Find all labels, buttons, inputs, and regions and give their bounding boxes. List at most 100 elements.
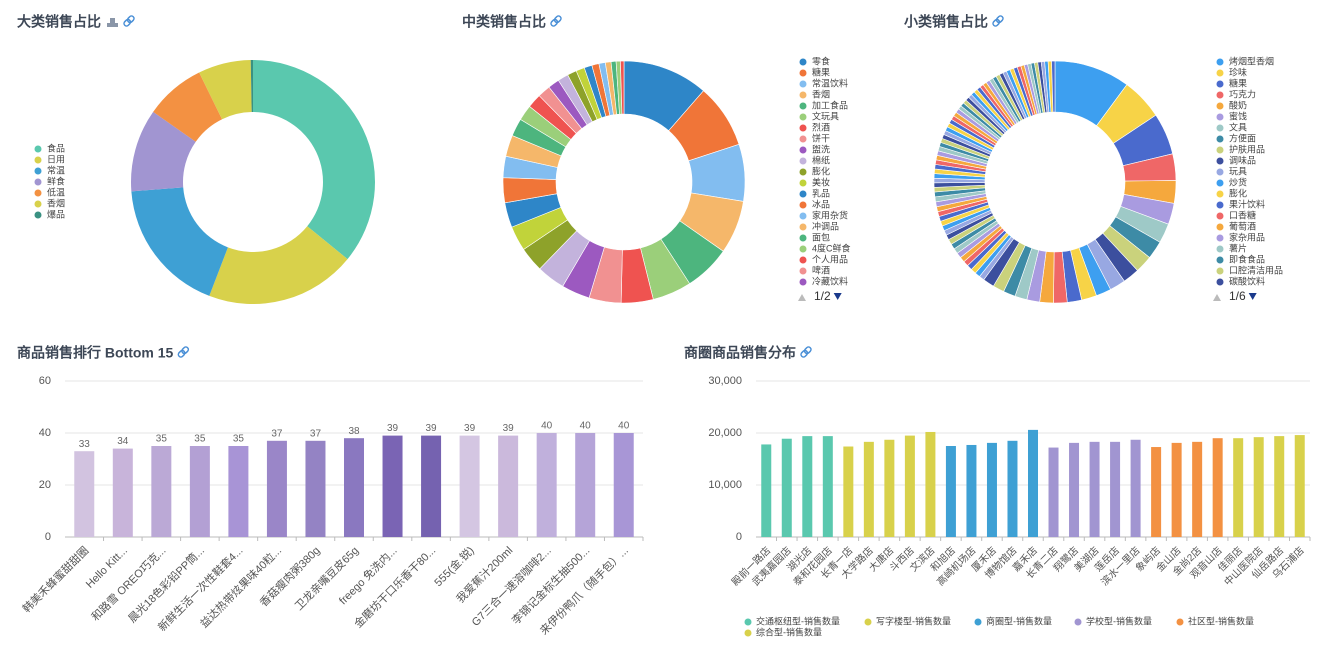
link-part xyxy=(995,15,1004,24)
legend-marker xyxy=(1216,179,1224,187)
bar xyxy=(1130,439,1141,537)
pie-slice xyxy=(199,60,252,120)
pie-slice xyxy=(131,187,228,296)
legend-label: 膨化 xyxy=(1229,187,1247,198)
legend-marker xyxy=(799,58,807,66)
data-label: 40 xyxy=(618,421,630,432)
y-tick-label: 0 xyxy=(45,531,51,543)
legend-marker xyxy=(1216,201,1224,209)
y-tick-label: 20,000 xyxy=(708,427,742,439)
chart-title: 大类销售占比 xyxy=(17,14,101,30)
bar xyxy=(266,440,287,537)
link-icon xyxy=(177,346,190,358)
link-part xyxy=(992,18,1001,27)
bar xyxy=(884,439,895,537)
bar xyxy=(904,435,915,537)
legend-marker xyxy=(799,69,807,77)
link-part xyxy=(177,349,186,358)
legend-marker xyxy=(799,212,807,220)
pager-prev xyxy=(798,294,806,301)
legend-marker xyxy=(34,156,42,164)
legend-marker xyxy=(799,234,807,242)
legend-marker xyxy=(1216,234,1224,242)
x-tick-label: 卫龙亲嘴豆皮65g xyxy=(292,543,362,613)
legend-marker xyxy=(744,629,752,637)
legend-label: 低温 xyxy=(47,186,65,197)
data-label: 39 xyxy=(503,423,515,434)
bar xyxy=(1233,438,1244,537)
legend-marker xyxy=(1216,102,1224,110)
bar xyxy=(151,446,172,537)
legend-label: 社区型-销售数量 xyxy=(1188,615,1254,626)
bar xyxy=(781,438,792,537)
data-label: 39 xyxy=(387,423,399,434)
legend-label: 美妆 xyxy=(812,176,830,187)
bar xyxy=(1110,441,1121,537)
data-label: 35 xyxy=(233,434,245,445)
legend-label: 糖果 xyxy=(1229,77,1247,88)
pager-label: 1/2 xyxy=(814,289,831,303)
legend-label: 食品 xyxy=(47,142,65,153)
pie-slice xyxy=(153,72,223,142)
legend-marker xyxy=(1216,146,1224,154)
legend-marker xyxy=(1216,245,1224,253)
legend-label: 香烟 xyxy=(812,88,830,99)
legend-label: 酸奶 xyxy=(1229,99,1247,110)
link-part xyxy=(553,15,562,24)
legend-marker xyxy=(1216,91,1224,99)
data-label: 35 xyxy=(156,434,168,445)
data-label: 39 xyxy=(426,423,438,434)
link-part xyxy=(803,346,812,355)
bar xyxy=(112,448,133,537)
legend-marker xyxy=(34,167,42,175)
legend-marker xyxy=(799,190,807,198)
legend-label: 方便面 xyxy=(1229,132,1256,143)
bar xyxy=(1028,429,1038,537)
legend-marker xyxy=(799,245,807,253)
legend-marker xyxy=(34,145,42,153)
bar xyxy=(613,433,634,537)
bar xyxy=(1294,435,1305,537)
legend-marker xyxy=(1216,168,1224,176)
bar xyxy=(1171,442,1182,537)
legend-marker xyxy=(799,91,807,99)
legend-label: 烈酒 xyxy=(812,122,830,132)
legend-label: 盥洗 xyxy=(812,143,830,154)
legend-label: 家用杂货 xyxy=(812,209,848,220)
legend-marker xyxy=(799,146,807,154)
legend-label: 口香糖 xyxy=(1229,209,1256,220)
bar xyxy=(344,438,364,537)
legend-label: 写字楼型-销售数量 xyxy=(876,615,951,626)
legend-marker xyxy=(799,102,807,110)
legend-label: 调味品 xyxy=(1229,154,1256,165)
legend-label: 个人用品 xyxy=(812,254,848,264)
legend: 零食糖果常温饮料香烟加工食品文玩具烈酒饼干盥洗棉纸膨化美妆乳品冰品家用杂货冲调品… xyxy=(799,56,851,286)
pie-slice xyxy=(253,60,375,260)
legend-marker xyxy=(1074,618,1082,626)
bar xyxy=(1007,440,1018,537)
link-icon xyxy=(992,15,1004,27)
legend-marker xyxy=(1216,223,1224,231)
pie-slice xyxy=(620,60,625,115)
chart-title: 中类销售占比 xyxy=(462,14,546,30)
bar xyxy=(536,433,557,537)
legend-marker xyxy=(799,168,807,176)
legend-label: 日用 xyxy=(47,154,65,164)
data-label: 37 xyxy=(310,428,322,439)
legend-marker xyxy=(799,157,807,165)
legend-marker xyxy=(1216,135,1224,143)
pie-slice xyxy=(130,111,196,192)
legend-marker xyxy=(799,113,807,121)
data-label: 38 xyxy=(348,426,360,437)
pie-slice xyxy=(209,226,348,304)
bar xyxy=(925,431,936,537)
bar xyxy=(74,451,95,537)
bar xyxy=(966,444,977,537)
legend-label: 乳品 xyxy=(812,187,830,198)
bar xyxy=(1212,438,1223,537)
legend-marker xyxy=(799,256,807,264)
legend-marker xyxy=(1216,190,1224,198)
legend-label: 加工食品 xyxy=(812,99,848,110)
legend-label: 膨化 xyxy=(812,165,830,176)
